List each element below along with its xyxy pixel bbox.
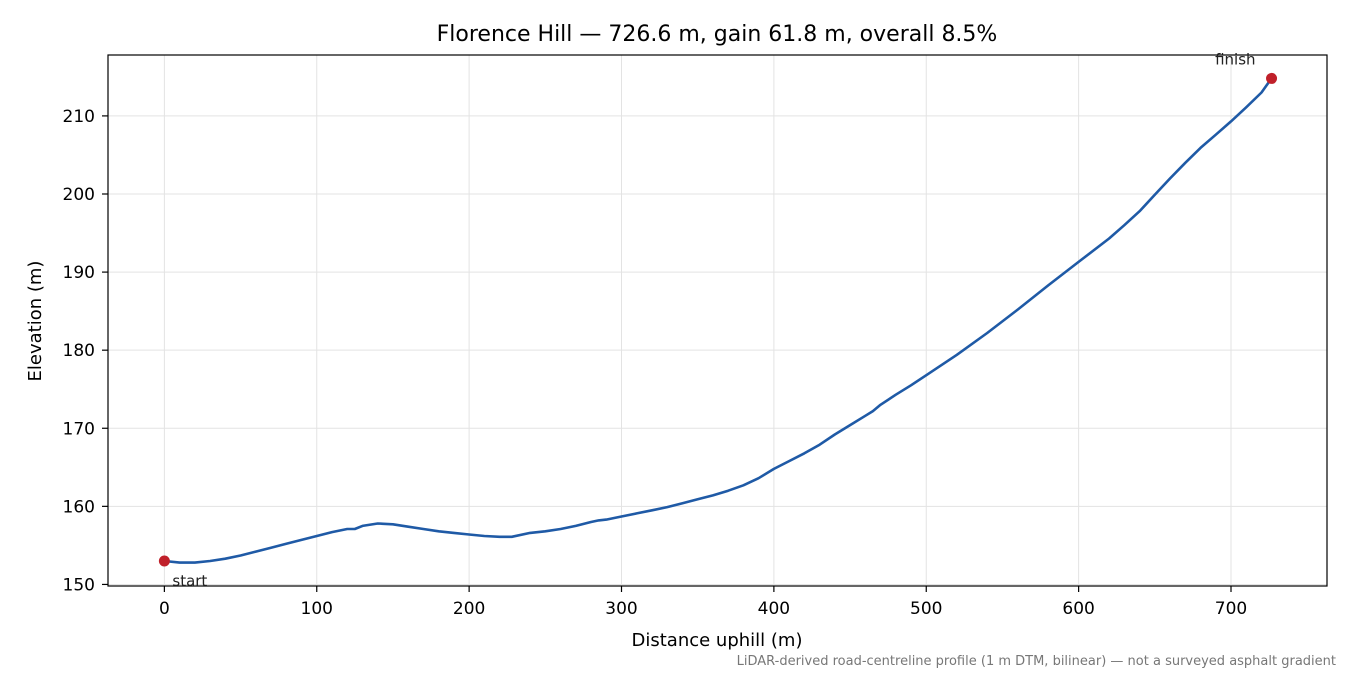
y-tick-label: 200 bbox=[63, 185, 95, 205]
grid-lines bbox=[108, 55, 1327, 586]
finish-marker bbox=[1266, 72, 1278, 84]
y-axis-title: Elevation (m) bbox=[25, 261, 46, 382]
x-tick-label: 600 bbox=[1062, 599, 1094, 619]
start-label: start bbox=[172, 572, 207, 590]
y-tick-label: 150 bbox=[63, 575, 95, 595]
x-tick-label: 700 bbox=[1215, 599, 1247, 619]
x-tick-label: 100 bbox=[301, 599, 333, 619]
y-tick-label: 160 bbox=[63, 497, 95, 517]
x-tick-label: 200 bbox=[453, 599, 485, 619]
x-tick-label: 500 bbox=[910, 599, 942, 619]
elevation-series-line bbox=[163, 77, 1273, 564]
x-tick-label: 0 bbox=[159, 599, 170, 619]
x-tick-label: 400 bbox=[758, 599, 790, 619]
x-tick-label: 300 bbox=[605, 599, 637, 619]
y-tick-label: 190 bbox=[63, 263, 95, 283]
y-tick-label: 210 bbox=[63, 107, 95, 127]
axes: 0 100 200 300 400 500 600 700 150 160 170 180 190 200… bbox=[63, 54, 1328, 619]
footnote: LiDAR-derived road-centreline profile (1… bbox=[737, 654, 1336, 669]
plot-area: start finish bbox=[158, 50, 1278, 590]
chart-title: Florence Hill — 726.6 m, gain 61.8 m, ov… bbox=[437, 22, 998, 47]
finish-label: finish bbox=[1215, 50, 1255, 68]
y-tick-label: 180 bbox=[63, 341, 95, 361]
plot-frame bbox=[107, 54, 1328, 587]
x-axis-title: Distance uphill (m) bbox=[632, 630, 803, 651]
y-tick-label: 170 bbox=[63, 419, 95, 439]
start-marker bbox=[158, 555, 170, 567]
